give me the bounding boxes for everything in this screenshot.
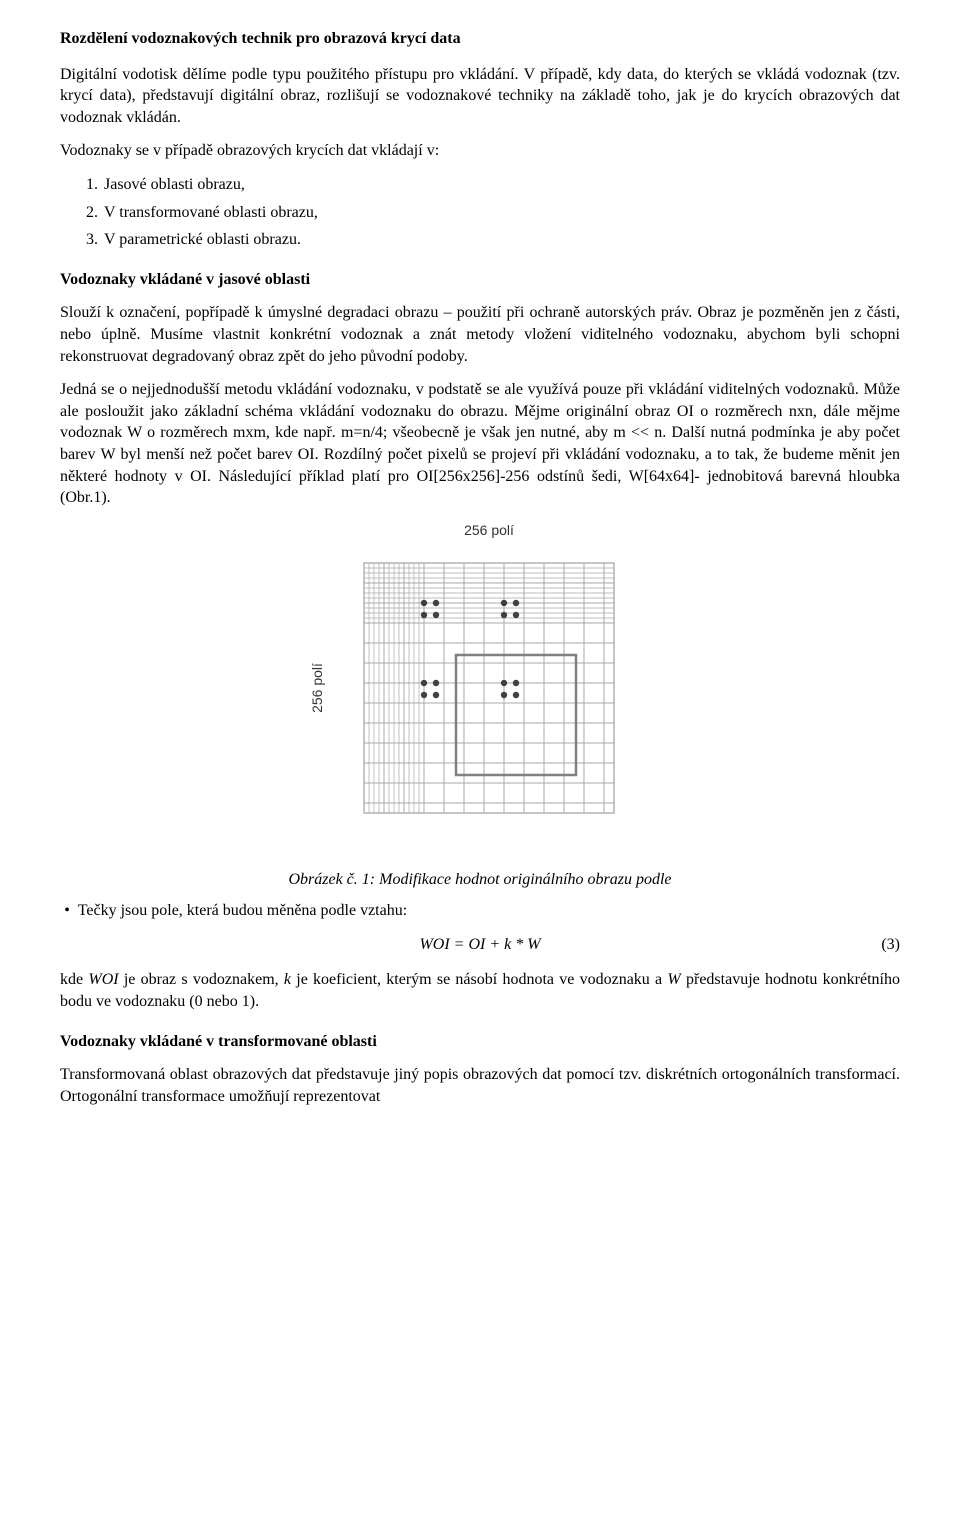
variable: W (667, 971, 680, 988)
bullet-icon: • (60, 900, 74, 922)
list-item: Jasové oblasti obrazu, (102, 174, 900, 196)
variable: WOI (88, 971, 118, 988)
figure: 256 polí 256 polí (60, 521, 900, 851)
list-item: V parametrické oblasti obrazu. (102, 229, 900, 251)
grid-diagram: 256 polí 256 polí (310, 521, 650, 851)
text: je koeficient, kterým se násobí hodnota … (291, 971, 667, 988)
svg-text:256 polí: 256 polí (310, 663, 325, 713)
ordered-list: Jasové oblasti obrazu, V transformované … (60, 174, 900, 251)
equation-number: (3) (881, 934, 900, 956)
paragraph: kde WOI je obraz s vodoznakem, k je koef… (60, 969, 900, 1012)
section-title: Rozdělení vodoznakových technik pro obra… (60, 28, 900, 50)
paragraph: Vodoznaky se v případě obrazových krycíc… (60, 140, 900, 162)
figure-caption: Obrázek č. 1: Modifikace hodnot originál… (60, 869, 900, 891)
paragraph: Transformovaná oblast obrazových dat pře… (60, 1064, 900, 1107)
list-item: V transformované oblasti obrazu, (102, 202, 900, 224)
equation: WOI = OI + k * W (419, 934, 540, 956)
svg-text:256 polí: 256 polí (464, 522, 514, 538)
paragraph: Slouží k označení, popřípadě k úmyslné d… (60, 302, 900, 367)
paragraph: Digitální vodotisk dělíme podle typu pou… (60, 64, 900, 129)
text: kde (60, 971, 88, 988)
equation-row: WOI = OI + k * W (3) (60, 934, 900, 956)
text: je obraz s vodoznakem, (119, 971, 284, 988)
paragraph: Jedná se o nejjednodušší metodu vkládání… (60, 379, 900, 509)
bullet-text: Tečky jsou pole, která budou měněna podl… (78, 902, 407, 919)
bullet-line: • Tečky jsou pole, která budou měněna po… (60, 900, 900, 922)
subsection-title: Vodoznaky vkládané v transformované obla… (60, 1031, 900, 1053)
variable: k (284, 971, 291, 988)
subsection-title: Vodoznaky vkládané v jasové oblasti (60, 269, 900, 291)
